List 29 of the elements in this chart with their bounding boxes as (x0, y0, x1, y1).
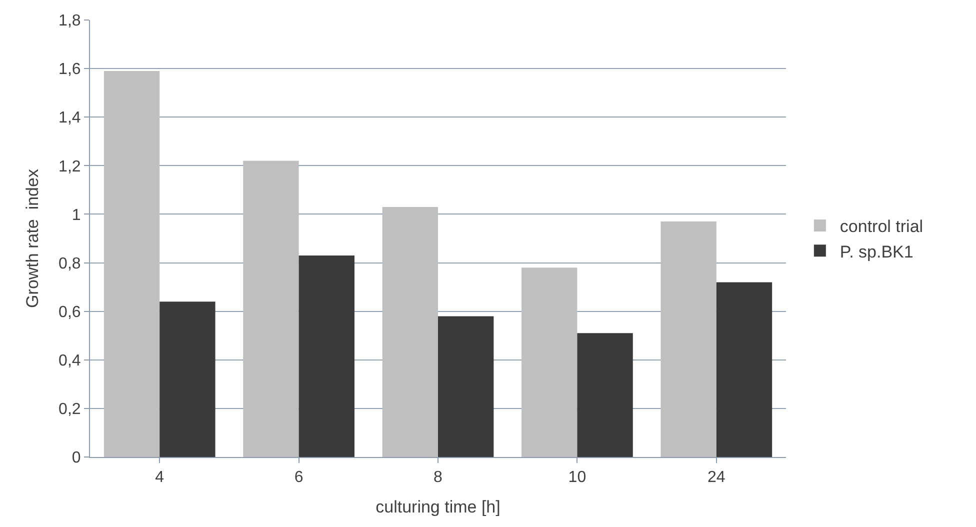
x-tick-label: 24 (708, 469, 726, 486)
bar (382, 206, 438, 457)
y-tick-label: 1,2 (58, 158, 81, 176)
legend-label: P. sp.BK1 (840, 242, 914, 262)
x-tick-label: 8 (434, 469, 443, 486)
y-tick-label: 0 (72, 450, 81, 467)
y-tick-label: 1,4 (58, 110, 81, 127)
bar (298, 255, 354, 457)
bar (243, 160, 299, 457)
bar (438, 316, 494, 457)
y-tick-label: 0,8 (58, 255, 81, 272)
legend-label: control trial (840, 217, 924, 236)
x-tick-label: 4 (155, 469, 164, 486)
bar (716, 282, 772, 457)
bar (577, 333, 633, 457)
bar (104, 70, 160, 457)
y-tick-label: 1,6 (58, 61, 81, 78)
bar (660, 222, 716, 457)
y-tick-label: 0,4 (58, 352, 81, 370)
x-tick-label: 10 (568, 469, 586, 486)
y-tick-label: 1,8 (58, 12, 81, 30)
y-tick-label: 0,2 (58, 401, 81, 418)
y-tick-label: 0,6 (58, 304, 81, 321)
y-tick-label: 1 (72, 206, 81, 224)
x-axis-title: culturing time [h] (376, 498, 500, 517)
bar (160, 302, 216, 457)
y-axis-title: Growth rate index (23, 168, 42, 308)
bar (522, 268, 578, 457)
x-tick-label: 6 (294, 469, 304, 486)
